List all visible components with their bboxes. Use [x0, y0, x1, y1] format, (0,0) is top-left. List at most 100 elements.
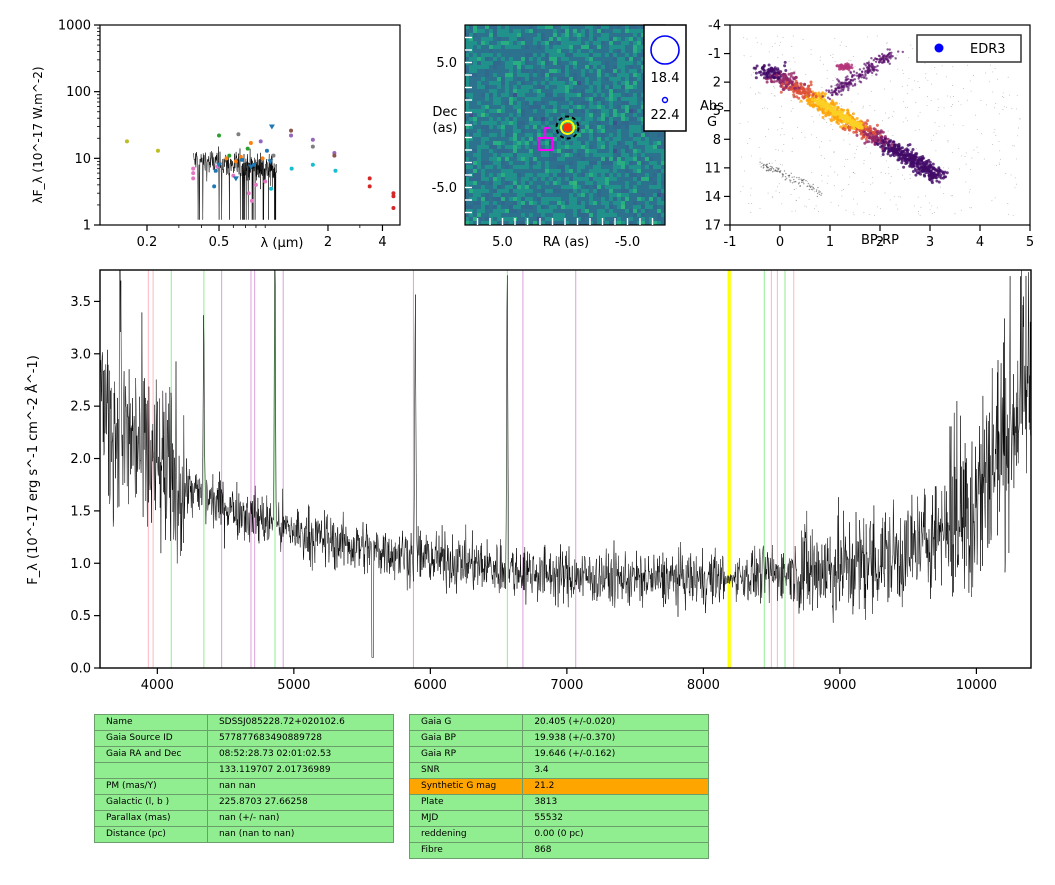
image-pixel	[545, 205, 550, 210]
image-pixel	[537, 121, 542, 126]
image-pixel	[609, 181, 614, 186]
image-pixel	[597, 101, 602, 106]
image-pixel	[565, 81, 570, 86]
image-pixel	[629, 101, 634, 106]
image-pixel	[557, 177, 562, 182]
hrd-point	[762, 78, 764, 80]
hrd-point	[941, 65, 943, 67]
image-pixel	[629, 113, 634, 118]
image-pixel	[633, 105, 638, 110]
image-pixel	[541, 141, 546, 146]
hrd-point	[960, 104, 962, 106]
image-pixel	[577, 41, 582, 46]
image-pixel	[621, 153, 626, 158]
spectrum-xtick-label: 9000	[823, 678, 856, 693]
image-pixel	[489, 77, 494, 82]
spectrum-ytick-label: 2.0	[70, 452, 91, 467]
image-pixel	[529, 53, 534, 58]
image-pixel	[609, 77, 614, 82]
image-pixel	[537, 113, 542, 118]
spectrum-ytick-label: 3.0	[70, 347, 91, 362]
hrd-point	[779, 90, 783, 94]
hrd-point	[919, 214, 921, 216]
image-pixel	[517, 77, 522, 82]
image-pixel	[561, 205, 566, 210]
hrd-point	[881, 52, 884, 56]
image-pixel	[553, 101, 558, 106]
image-pixel	[641, 101, 646, 106]
hrd-point	[869, 64, 872, 68]
image-pixel	[561, 73, 566, 78]
hrd-point	[741, 156, 743, 158]
image-pixel	[573, 101, 578, 106]
image-pixel	[629, 129, 634, 134]
image-pixel	[561, 197, 566, 202]
image-pixel	[601, 185, 606, 190]
image-pixel	[541, 161, 546, 166]
image-pixel	[521, 141, 526, 146]
image-pixel	[481, 37, 486, 42]
image-pixel	[657, 137, 662, 142]
hrd-point	[918, 213, 919, 215]
hrd-point	[819, 146, 821, 148]
image-pixel	[649, 153, 654, 158]
image-pixel	[477, 217, 482, 222]
image-pixel	[613, 121, 618, 126]
image-pixel	[593, 217, 598, 222]
image-pixel	[645, 177, 650, 182]
image-pixel	[477, 41, 482, 46]
image-pixel	[525, 97, 530, 102]
image-pixel	[485, 49, 490, 54]
image-pixel	[617, 173, 622, 178]
image-pixel	[557, 61, 562, 66]
hrd-point	[763, 76, 766, 80]
image-pixel	[497, 145, 502, 150]
image-pixel	[577, 125, 582, 130]
hrd-point	[779, 117, 780, 118]
image-pixel	[533, 49, 538, 54]
image-pixel	[633, 197, 638, 202]
hrd-point	[798, 176, 800, 179]
image-pixel	[641, 141, 646, 146]
hrd-point	[894, 57, 897, 60]
image-pixel	[545, 201, 550, 206]
hrd-point	[888, 117, 890, 118]
hrd-point	[834, 85, 836, 86]
image-pixel	[525, 201, 530, 206]
image-pixel	[541, 201, 546, 206]
hrd-point	[860, 132, 862, 134]
hrd-point	[760, 43, 762, 45]
image-pixel	[553, 93, 558, 98]
image-pixel	[557, 97, 562, 102]
hrd-point	[818, 193, 821, 196]
image-pixel	[509, 85, 514, 90]
hrd-point	[762, 74, 764, 76]
image-pixel	[545, 37, 550, 42]
image-pixel	[573, 93, 578, 98]
image-pixel	[505, 189, 510, 194]
image-pixel	[633, 41, 638, 46]
hrd-point	[938, 175, 941, 179]
image-pixel	[561, 169, 566, 174]
image-pixel	[501, 205, 506, 210]
image-pixel	[497, 201, 502, 206]
sed-point	[224, 156, 229, 161]
image-pixel	[609, 189, 614, 194]
hrd-point	[883, 57, 886, 60]
hrd-point	[880, 144, 884, 148]
hrd-point	[872, 182, 874, 184]
image-pixel	[473, 57, 478, 62]
image-pixel	[529, 37, 534, 42]
image-legend-box	[643, 24, 687, 132]
image-pixel	[553, 89, 558, 94]
hrd-point	[771, 166, 773, 168]
hrd-point	[916, 148, 918, 150]
hrd-point	[915, 102, 917, 103]
image-pixel	[577, 157, 582, 162]
image-pixel	[529, 57, 534, 62]
image-pixel	[637, 105, 642, 110]
hrd-point	[742, 185, 744, 187]
image-pixel	[525, 65, 530, 70]
image-pixel	[625, 153, 630, 158]
image-pixel	[597, 173, 602, 178]
